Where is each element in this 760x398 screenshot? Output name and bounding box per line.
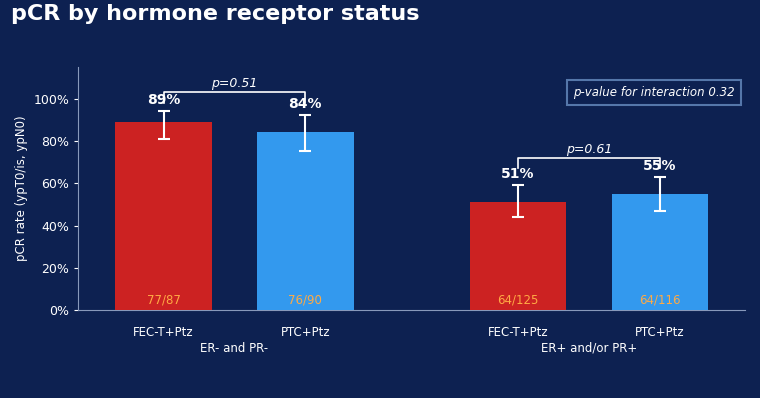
Bar (257, 133, 353, 310)
Bar (116, 122, 212, 310)
Text: 55%: 55% (643, 159, 676, 173)
Text: PTC+Ptz: PTC+Ptz (635, 326, 685, 339)
Text: 64/116: 64/116 (639, 293, 681, 306)
Text: 89%: 89% (147, 93, 180, 107)
Text: 84%: 84% (289, 97, 322, 111)
Text: 64/125: 64/125 (497, 293, 539, 306)
Text: FEC-T+Ptz: FEC-T+Ptz (133, 326, 194, 339)
Text: p=0.51: p=0.51 (211, 77, 258, 90)
Text: pCR by hormone receptor status: pCR by hormone receptor status (11, 4, 420, 24)
Text: 77/87: 77/87 (147, 293, 180, 306)
Bar (470, 202, 566, 310)
Y-axis label: pCR rate (ypT0/is, ypN0): pCR rate (ypT0/is, ypN0) (15, 116, 28, 261)
Bar (612, 194, 708, 310)
Text: 76/90: 76/90 (289, 293, 322, 306)
Text: p=0.61: p=0.61 (565, 142, 613, 156)
Text: ER+ and/or PR+: ER+ and/or PR+ (541, 342, 637, 355)
Text: PTC+Ptz: PTC+Ptz (280, 326, 330, 339)
Text: 51%: 51% (502, 167, 535, 181)
Text: FEC-T+Ptz: FEC-T+Ptz (488, 326, 549, 339)
Text: p-value for interaction 0.32: p-value for interaction 0.32 (573, 86, 735, 99)
Text: ER- and PR-: ER- and PR- (201, 342, 268, 355)
